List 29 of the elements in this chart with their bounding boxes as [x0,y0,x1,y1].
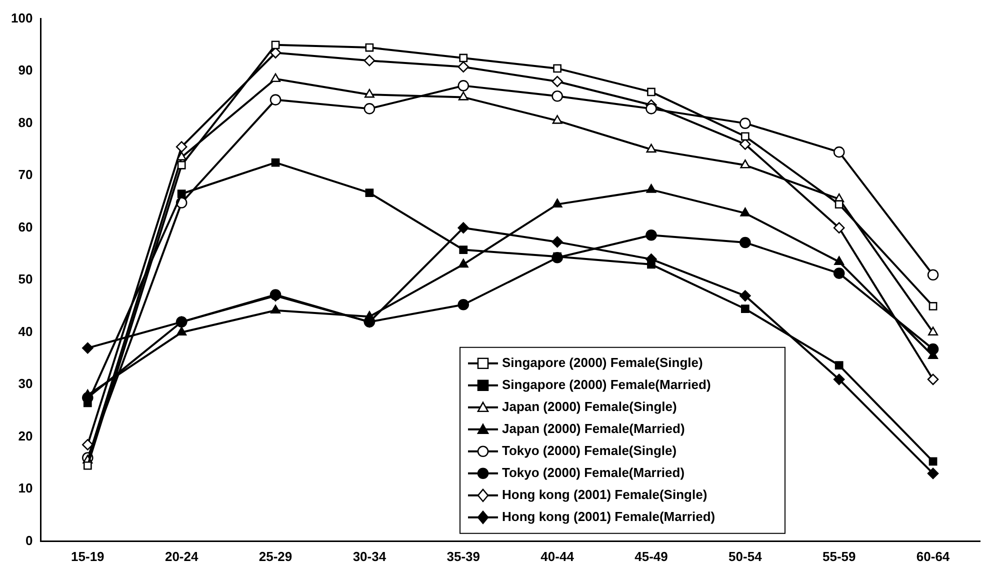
legend-label: Hong kong (2001) Female(Single) [502,486,708,502]
x-tick-label: 45-49 [634,548,668,564]
legend-label: Japan (2000) Female(Single) [502,398,677,414]
y-tick-label: 20 [18,428,33,444]
x-tick-label: 35-39 [446,548,480,564]
x-tick-label: 30-34 [352,548,387,564]
x-tick-label: 20-24 [164,548,199,564]
legend-label: Japan (2000) Female(Married) [502,420,685,436]
y-tick-label: 70 [18,167,33,182]
x-tick-label: 25-29 [258,548,292,564]
x-tick-label: 55-59 [822,548,856,564]
y-tick-label: 40 [18,324,33,339]
x-tick-label: 40-44 [540,548,575,564]
legend-label: Hong kong (2001) Female(Married) [502,508,716,524]
legend-label: Tokyo (2000) Female(Single) [502,442,677,458]
legend-label: Tokyo (2000) Female(Married) [502,464,685,480]
y-tick-label: 10 [18,480,33,496]
y-tick-label: 60 [18,219,33,234]
legend-label: Singapore (2000) Female(Married) [502,376,711,392]
y-tick-label: 30 [18,376,33,392]
x-tick-label: 50-54 [728,548,763,564]
y-tick-label: 50 [18,272,33,287]
legend-label: Singapore (2000) Female(Single) [502,354,703,370]
y-tick-label: 0 [25,532,33,548]
y-tick-label: 80 [18,114,33,130]
y-tick-label: 90 [18,62,33,78]
x-tick-label: 15-19 [71,548,104,564]
y-tick-label: 100 [10,10,33,26]
x-tick-label: 60-64 [916,548,950,564]
